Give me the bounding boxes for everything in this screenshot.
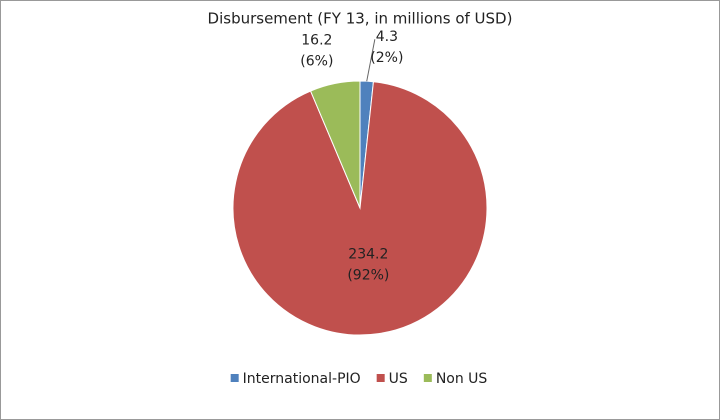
legend-swatch — [230, 374, 239, 382]
legend-swatch — [376, 374, 385, 382]
data-label: 234.2 — [348, 247, 388, 263]
legend-label: Non US — [436, 371, 488, 387]
data-label: 16.2 — [301, 32, 332, 48]
data-label-percent: (6%) — [300, 53, 333, 69]
legend-label: US — [389, 371, 408, 387]
legend-swatch — [423, 374, 432, 382]
pie-slice — [309, 80, 361, 209]
chart-title: Disbursement (FY 13, in millions of USD) — [208, 10, 513, 28]
pie-slice — [232, 81, 488, 336]
legend-label: International-PIO — [243, 371, 361, 387]
legend: International-PIO US Non US — [230, 371, 488, 387]
data-label-percent: (92%) — [347, 268, 389, 284]
data-label-percent: (2%) — [370, 50, 403, 66]
data-label: 4.3 — [376, 29, 398, 45]
leader-line — [366, 39, 376, 82]
